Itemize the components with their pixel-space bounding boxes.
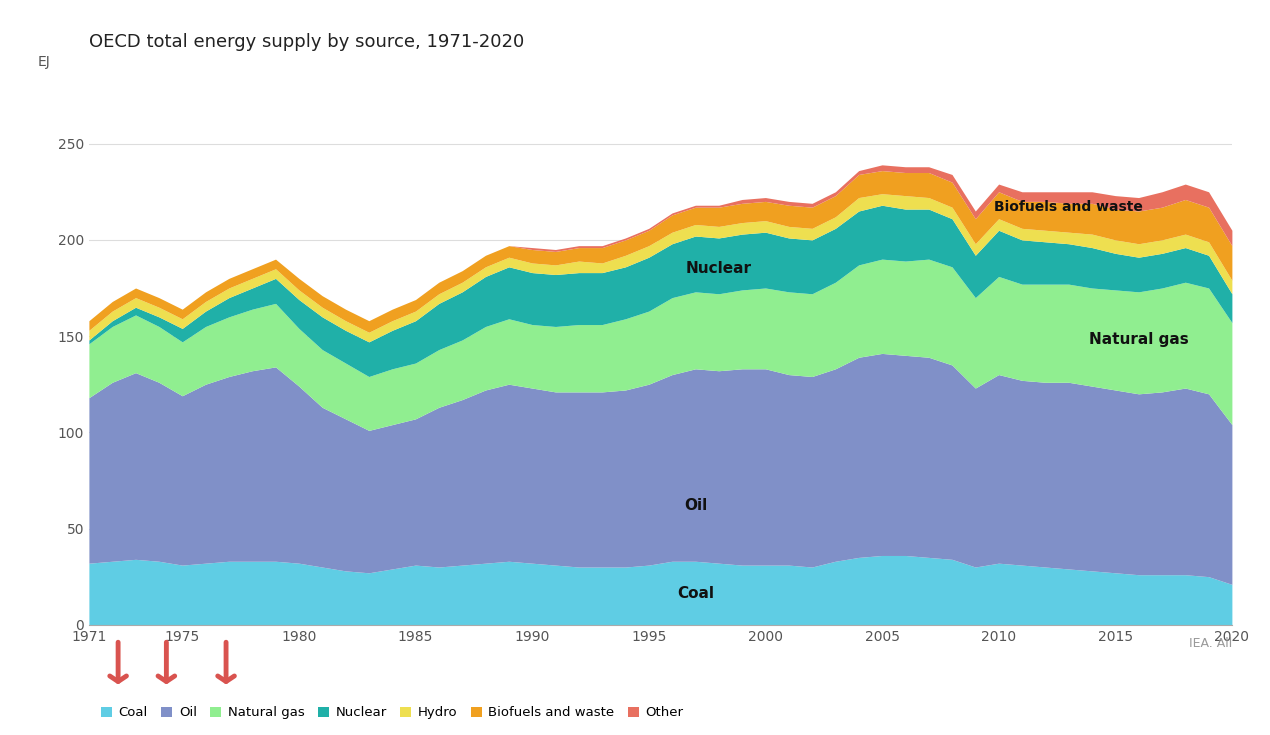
Text: Oil: Oil: [683, 498, 707, 513]
Legend: Coal, Oil, Natural gas, Nuclear, Hydro, Biofuels and waste, Other: Coal, Oil, Natural gas, Nuclear, Hydro, …: [95, 701, 688, 725]
Text: Natural gas: Natural gas: [1088, 332, 1189, 348]
Text: EJ: EJ: [38, 55, 51, 69]
Text: IEA. All: IEA. All: [1189, 637, 1232, 650]
Text: Coal: Coal: [677, 587, 714, 601]
Text: OECD total energy supply by source, 1971-2020: OECD total energy supply by source, 1971…: [89, 33, 525, 51]
Text: Biofuels and waste: Biofuels and waste: [994, 200, 1143, 214]
Text: Nuclear: Nuclear: [686, 261, 752, 276]
